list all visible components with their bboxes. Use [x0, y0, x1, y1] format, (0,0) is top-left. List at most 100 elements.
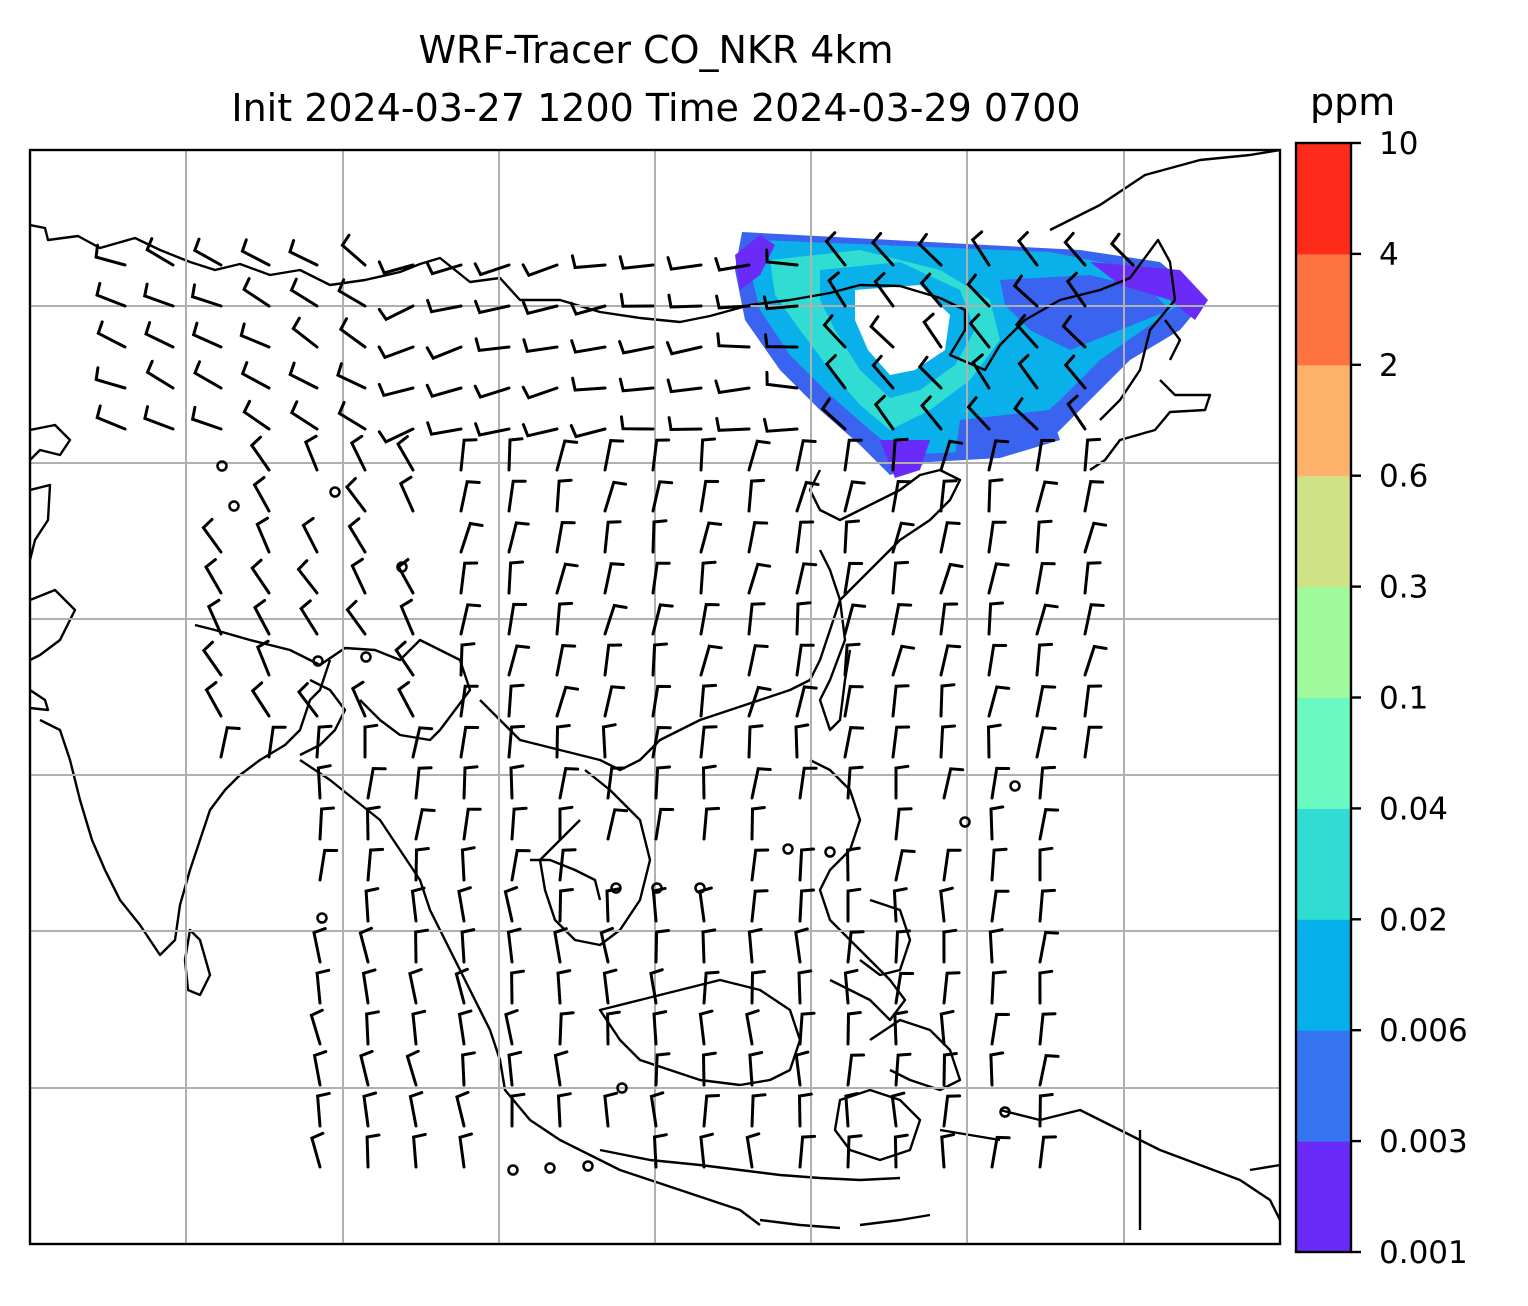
- wind-barb: [654, 929, 670, 964]
- wind-barb: [460, 846, 476, 882]
- wind-barb: [1035, 561, 1056, 595]
- wind-barb: [765, 248, 799, 267]
- wind-barb: [366, 766, 387, 800]
- wind-barb: [968, 313, 991, 349]
- wind-barb: [1083, 725, 1103, 759]
- colorbar-segment: [1296, 1141, 1351, 1253]
- colorbar-segment: [1296, 1030, 1351, 1142]
- wind-barb: [569, 424, 607, 439]
- wind-barb: [1035, 480, 1059, 513]
- wind-barb: [843, 642, 861, 677]
- wind-barb: [1038, 1135, 1057, 1169]
- wind-barb: [358, 926, 373, 964]
- calm-wind-marker: [312, 655, 324, 667]
- wind-barb: [192, 237, 223, 267]
- colorbar-tick-label: 4: [1379, 237, 1399, 273]
- wind-barb: [303, 434, 319, 472]
- wind-barb: [377, 260, 415, 275]
- wind-barb: [798, 888, 815, 923]
- wind-barb: [506, 927, 522, 964]
- calm-wind-marker: [228, 500, 240, 512]
- wind-barb: [426, 421, 463, 436]
- wind-barb: [252, 476, 271, 513]
- wind-barb: [1065, 271, 1087, 308]
- wind-barb: [201, 517, 223, 554]
- wind-barb: [893, 1133, 909, 1169]
- wind-barb: [891, 725, 911, 759]
- wind-barb: [699, 725, 718, 759]
- calm-wind-marker: [999, 1106, 1011, 1118]
- wind-barb: [365, 805, 381, 841]
- wind-barb: [871, 354, 895, 390]
- wind-barb: [344, 477, 367, 513]
- wind-barb: [459, 725, 480, 759]
- wind-barb: [509, 764, 525, 800]
- wind-barb: [193, 360, 223, 390]
- calm-wind-marker: [824, 846, 836, 858]
- wind-barb: [411, 1009, 427, 1046]
- wind-barb: [942, 848, 962, 882]
- colorbar-tick-label: 0.02: [1379, 902, 1448, 938]
- wind-barb: [394, 640, 415, 677]
- wind-barb: [654, 765, 671, 800]
- wind-barb: [242, 399, 271, 431]
- wind-barb: [312, 927, 327, 964]
- wind-barb: [507, 644, 531, 677]
- wind-barb: [603, 1091, 619, 1128]
- wind-barb: [250, 558, 271, 595]
- wind-barb: [473, 262, 511, 277]
- wind-barb: [764, 333, 799, 349]
- wind-barb: [846, 1011, 862, 1046]
- wind-barb: [699, 437, 716, 472]
- wind-barb: [844, 1092, 860, 1128]
- wind-barb: [917, 232, 943, 267]
- wind-barb: [242, 277, 271, 308]
- wind-barb: [570, 254, 607, 270]
- wind-barb: [315, 724, 333, 759]
- wind-barb: [750, 767, 772, 800]
- wind-barb: [843, 726, 865, 759]
- wind-barb: [1066, 394, 1087, 431]
- wind-barb: [606, 1010, 621, 1046]
- wind-barb: [474, 299, 511, 315]
- wind-barb: [651, 603, 674, 636]
- wind-barb: [651, 725, 672, 759]
- wind-barb: [377, 382, 415, 398]
- wind-barb: [555, 724, 571, 759]
- wind-barb: [507, 683, 525, 718]
- wind-barb: [570, 339, 607, 354]
- wind-barb: [459, 480, 481, 513]
- wind-barb: [917, 355, 943, 390]
- wind-barb: [987, 562, 1010, 595]
- wind-barb: [474, 337, 511, 353]
- wind-barb: [296, 682, 319, 718]
- wind-barb: [747, 439, 771, 472]
- wind-barb: [843, 438, 863, 472]
- wind-barb: [1083, 644, 1108, 677]
- wind-barb: [651, 438, 671, 472]
- wind-barb: [239, 322, 271, 349]
- wind-barb: [894, 971, 915, 1005]
- wind-barb: [289, 400, 319, 431]
- wind-barb: [316, 1091, 331, 1128]
- wind-barb: [846, 765, 864, 800]
- wind-barb: [920, 395, 943, 431]
- wind-barb: [987, 439, 1010, 472]
- wind-barb: [651, 561, 671, 595]
- wind-barb: [474, 422, 511, 437]
- wind-barb: [666, 378, 703, 394]
- wind-barb: [893, 1010, 909, 1046]
- wind-barb: [94, 243, 127, 267]
- wind-barb: [987, 520, 1007, 554]
- wind-barb: [1083, 521, 1108, 554]
- wind-barb: [667, 293, 703, 309]
- wind-barb: [989, 1051, 1005, 1087]
- wind-barb: [652, 1133, 668, 1169]
- wind-barb: [618, 255, 655, 270]
- wind-barb: [1063, 354, 1087, 390]
- colorbar-tick-label: 0.006: [1379, 1013, 1468, 1049]
- colorbar-tick-label: 0.003: [1379, 1124, 1468, 1160]
- wind-barb: [396, 680, 415, 718]
- colorbar-segment: [1296, 808, 1351, 920]
- wind-barb: [1035, 519, 1053, 554]
